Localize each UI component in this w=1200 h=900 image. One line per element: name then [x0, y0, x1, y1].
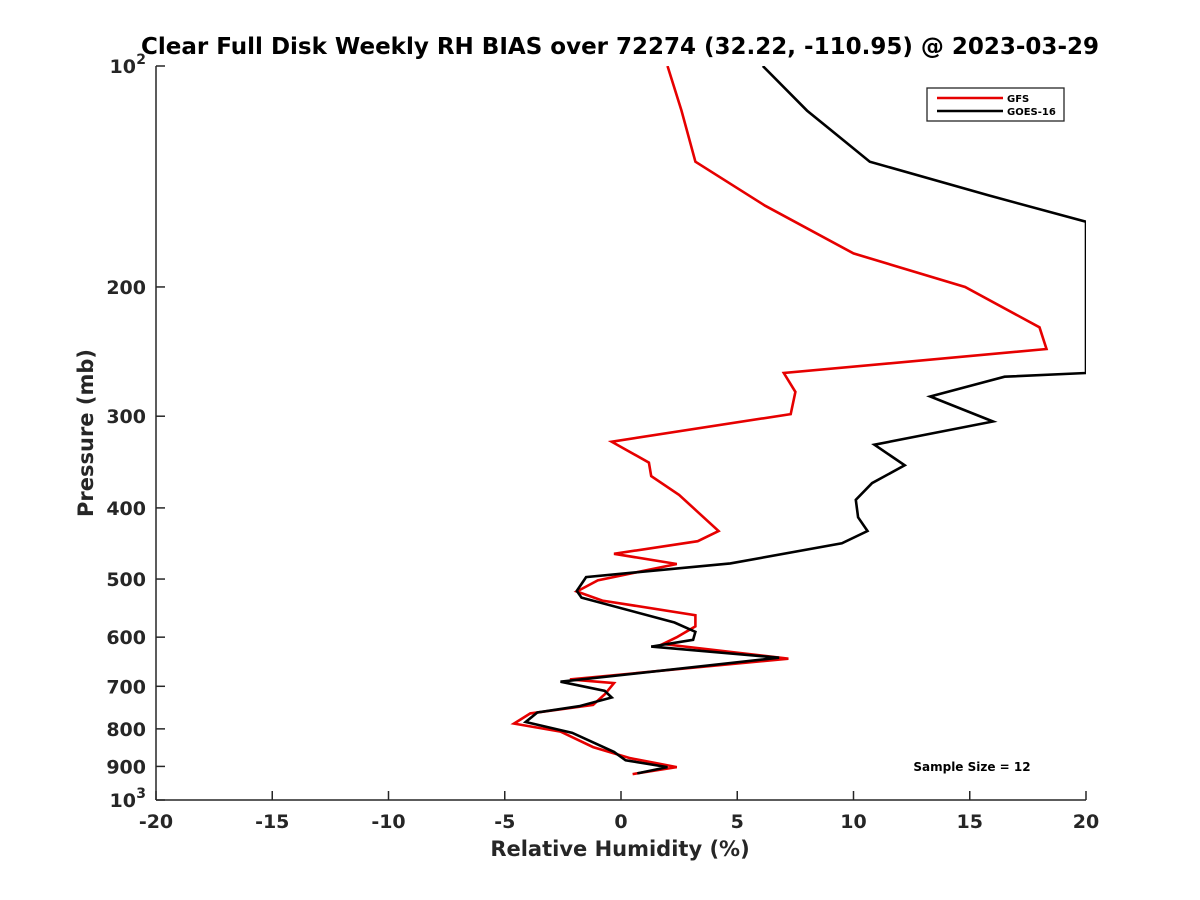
x-tick-label: -10	[371, 811, 405, 833]
y-tick-label: 500	[106, 569, 146, 591]
x-tick-label: -20	[139, 811, 173, 833]
legend: GFS GOES-16	[926, 87, 1065, 122]
sample-size-annotation: Sample Size = 12	[913, 760, 1030, 774]
y-tick-label: 400	[106, 498, 146, 520]
series-layer	[510, 66, 1086, 776]
legend-label-goes-16: GOES-16	[1007, 107, 1056, 118]
legend-box	[926, 87, 1065, 122]
x-tick-label: 15	[957, 811, 983, 833]
y-tick-label: 900	[106, 756, 146, 778]
x-tick-label: -5	[494, 811, 515, 833]
chart-title: Clear Full Disk Weekly RH BIAS over 7227…	[141, 34, 1099, 60]
legend-label-gfs: GFS	[1007, 94, 1029, 105]
x-tick-label: -15	[255, 811, 289, 833]
x-tick-label: 10	[840, 811, 866, 833]
y-tick-label: 10	[110, 790, 136, 812]
y-tick-label: 200	[106, 277, 146, 299]
y-tick-label: 10	[110, 56, 136, 78]
x-axis-label: Relative Humidity (%)	[490, 837, 749, 861]
y-axis-label: Pressure (mb)	[74, 349, 98, 517]
y-tick-label: 600	[106, 627, 146, 649]
y-tick-label: 300	[106, 406, 146, 428]
series-line-gfs	[510, 66, 1049, 776]
x-tick-label: 20	[1073, 811, 1099, 833]
series-line-goes-16	[522, 66, 1086, 775]
x-tick-label: 0	[614, 811, 627, 833]
x-tick-label: 5	[731, 811, 744, 833]
y-tick-label: 700	[106, 676, 146, 698]
y-tick-exponent: 2	[136, 52, 146, 68]
y-tick-label: 800	[106, 719, 146, 741]
y-tick-exponent: 3	[136, 786, 146, 802]
